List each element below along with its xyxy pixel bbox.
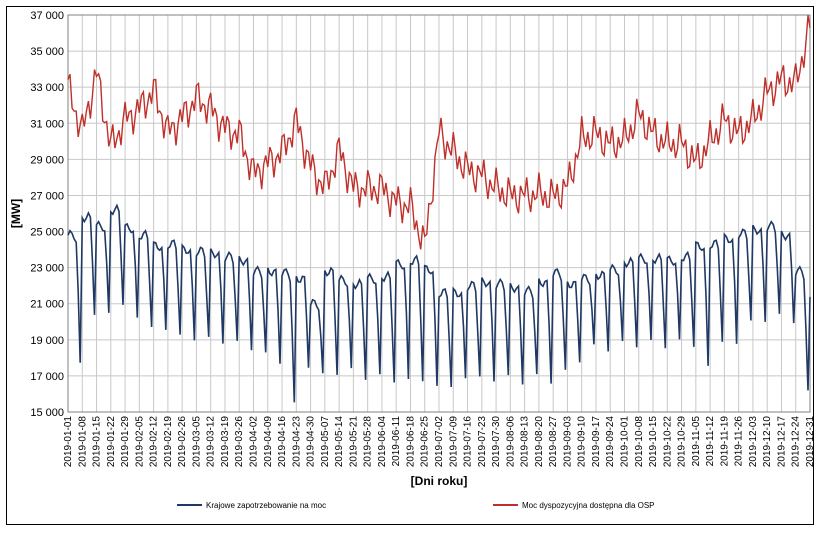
x-tick-label: 2019-12-17 — [776, 416, 787, 468]
x-tick-label: 2019-09-24 — [605, 416, 616, 468]
x-tick-label: 2019-06-18 — [405, 416, 416, 468]
x-tick-label: 2019-07-23 — [477, 416, 488, 468]
x-tick-label: 2019-07-30 — [491, 416, 502, 468]
x-tick-label: 2019-04-02 — [249, 416, 260, 468]
y-tick-label: 29 000 — [30, 154, 64, 166]
x-axis: 2019-01-01 2019-01-08 2019-01-15 2019-01-22… — [63, 416, 815, 468]
x-tick-label: 2019-05-07 — [320, 416, 331, 468]
series-line-demand — [67, 203, 811, 403]
y-tick-label: 35 000 — [30, 46, 64, 58]
chart: 15 000 17 000 19 000 21 000 23 000 25 000 27 0… — [9, 10, 815, 510]
x-tick-label: 2019-12-31 — [805, 416, 815, 468]
x-tick-label: 2019-09-03 — [562, 416, 573, 468]
x-tick-label: 2019-03-26 — [234, 416, 245, 468]
x-tick-label: 2019-07-09 — [448, 416, 459, 468]
x-tick-label: 2019-07-16 — [463, 416, 474, 468]
x-tick-label: 2019-02-26 — [177, 416, 188, 468]
x-tick-label: 2019-10-22 — [662, 416, 673, 468]
chart-frame: 15 000 17 000 19 000 21 000 23 000 25 000 27 0… — [6, 6, 815, 525]
y-tick-label: 25 000 — [30, 227, 64, 239]
y-tick-label: 37 000 — [30, 10, 64, 22]
x-tick-label: 2019-11-12 — [705, 416, 716, 467]
x-tick-label: 2019-07-02 — [434, 416, 445, 468]
legend-label-available: Moc dyspozycyjna dostępna dla OSP — [522, 501, 655, 510]
x-tick-label: 2019-02-19 — [163, 416, 174, 468]
x-tick-label: 2019-05-14 — [334, 416, 345, 468]
x-tick-label: 2019-08-13 — [520, 416, 531, 468]
x-tick-label: 2019-10-08 — [634, 416, 645, 468]
x-tick-label: 2019-10-01 — [620, 416, 631, 468]
x-tick-label: 2019-03-19 — [220, 416, 231, 468]
x-tick-label: 2019-01-22 — [106, 416, 117, 468]
x-tick-label: 2019-03-05 — [191, 416, 202, 468]
x-tick-label: 2019-04-09 — [263, 416, 274, 468]
x-tick-label: 2019-12-03 — [748, 416, 759, 468]
legend-label-demand: Krajowe zapotrzebowanie na moc — [206, 501, 326, 510]
x-tick-label: 2019-05-21 — [348, 416, 359, 468]
x-tick-label: 2019-01-08 — [77, 416, 88, 468]
y-tick-label: 31 000 — [30, 118, 64, 130]
y-axis: 15 000 17 000 19 000 21 000 23 000 25 000 27 0… — [30, 10, 64, 419]
x-tick-label: 2019-10-15 — [648, 416, 659, 468]
x-tick-label: 2019-04-16 — [277, 416, 288, 468]
grid — [67, 14, 811, 413]
x-tick-label: 2019-11-19 — [719, 416, 730, 467]
x-axis-title: [Dni roku] — [411, 474, 468, 488]
x-tick-label: 2019-03-12 — [206, 416, 217, 468]
series — [67, 15, 811, 403]
y-tick-label: 17 000 — [30, 371, 64, 383]
x-tick-label: 2019-11-26 — [734, 416, 745, 467]
x-tick-label: 2019-04-30 — [306, 416, 317, 468]
y-tick-label: 21 000 — [30, 299, 64, 311]
plot-area — [67, 14, 811, 413]
y-axis-title: [MW] — [9, 199, 23, 228]
x-tick-label: 2019-08-27 — [548, 416, 559, 468]
x-tick-label: 2019-05-28 — [363, 416, 374, 468]
y-tick-label: 15 000 — [30, 407, 64, 419]
x-tick-label: 2019-08-20 — [534, 416, 545, 468]
x-tick-label: 2019-01-29 — [120, 416, 131, 468]
series-line-available — [67, 15, 811, 250]
legend: Krajowe zapotrzebowanie na moc Moc dyspo… — [177, 501, 655, 510]
y-tick-label: 19 000 — [30, 335, 64, 347]
x-tick-label: 2019-12-24 — [791, 416, 802, 468]
x-tick-label: 2019-06-25 — [420, 416, 431, 468]
y-tick-label: 23 000 — [30, 263, 64, 275]
y-tick-label: 27 000 — [30, 190, 64, 202]
x-tick-label: 2019-10-29 — [677, 416, 688, 468]
x-tick-label: 2019-09-17 — [591, 416, 602, 468]
x-tick-label: 2019-06-11 — [391, 416, 402, 467]
x-tick-label: 2019-02-12 — [149, 416, 160, 468]
x-tick-label: 2019-11-05 — [691, 416, 702, 467]
y-tick-label: 33 000 — [30, 82, 64, 94]
x-tick-label: 2019-01-15 — [92, 416, 103, 468]
x-tick-label: 2019-01-01 — [63, 416, 74, 468]
x-tick-label: 2019-06-04 — [377, 416, 388, 468]
x-tick-label: 2019-02-05 — [134, 416, 145, 468]
x-tick-label: 2019-12-10 — [762, 416, 773, 468]
x-tick-label: 2019-08-06 — [505, 416, 516, 468]
x-tick-label: 2019-04-23 — [291, 416, 302, 468]
x-tick-label: 2019-09-10 — [577, 416, 588, 468]
